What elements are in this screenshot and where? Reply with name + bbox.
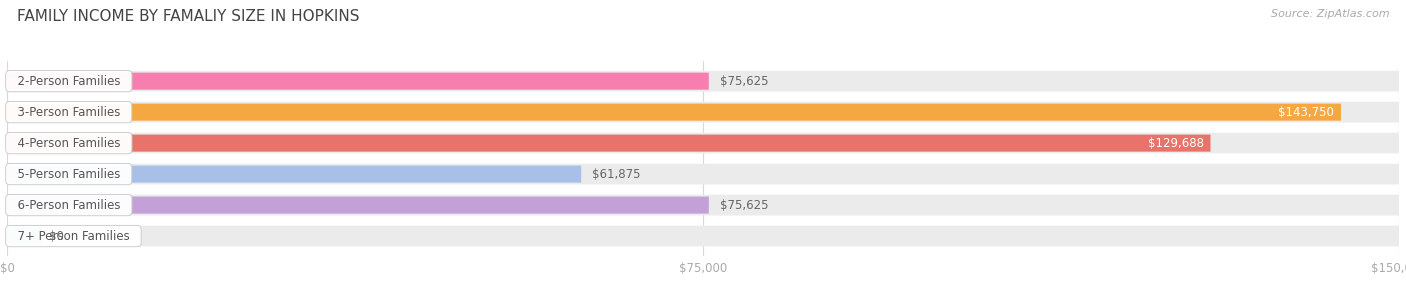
FancyBboxPatch shape <box>7 104 1341 121</box>
FancyBboxPatch shape <box>7 195 1399 215</box>
FancyBboxPatch shape <box>7 196 709 214</box>
FancyBboxPatch shape <box>7 226 1399 246</box>
FancyBboxPatch shape <box>7 166 581 183</box>
Text: $129,688: $129,688 <box>1147 137 1204 150</box>
Text: Source: ZipAtlas.com: Source: ZipAtlas.com <box>1271 9 1389 19</box>
Text: FAMILY INCOME BY FAMALIY SIZE IN HOPKINS: FAMILY INCOME BY FAMALIY SIZE IN HOPKINS <box>17 9 360 24</box>
FancyBboxPatch shape <box>7 71 1399 92</box>
Text: $0: $0 <box>49 230 63 242</box>
FancyBboxPatch shape <box>7 164 1399 185</box>
Text: $61,875: $61,875 <box>592 167 641 181</box>
FancyBboxPatch shape <box>7 228 42 245</box>
Text: $143,750: $143,750 <box>1278 106 1334 119</box>
FancyBboxPatch shape <box>7 135 1211 152</box>
Text: 3-Person Families: 3-Person Families <box>10 106 128 119</box>
Text: 2-Person Families: 2-Person Families <box>10 75 128 88</box>
Text: $75,625: $75,625 <box>720 199 769 212</box>
FancyBboxPatch shape <box>7 133 1399 153</box>
Text: 7+ Person Families: 7+ Person Families <box>10 230 136 242</box>
Text: $75,625: $75,625 <box>720 75 769 88</box>
Text: 4-Person Families: 4-Person Families <box>10 137 128 150</box>
Text: 6-Person Families: 6-Person Families <box>10 199 128 212</box>
Text: 5-Person Families: 5-Person Families <box>10 167 128 181</box>
FancyBboxPatch shape <box>7 102 1399 123</box>
FancyBboxPatch shape <box>7 73 709 90</box>
